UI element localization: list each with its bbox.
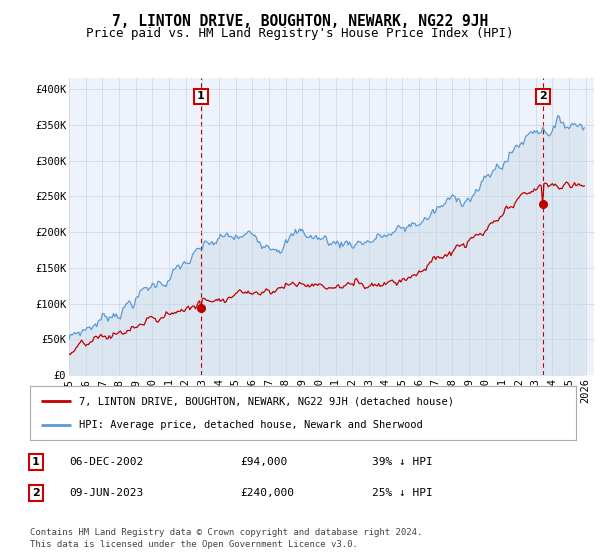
Text: 2: 2 — [539, 91, 547, 101]
Text: 25% ↓ HPI: 25% ↓ HPI — [372, 488, 433, 498]
Text: 7, LINTON DRIVE, BOUGHTON, NEWARK, NG22 9JH (detached house): 7, LINTON DRIVE, BOUGHTON, NEWARK, NG22 … — [79, 396, 454, 407]
Text: 09-JUN-2023: 09-JUN-2023 — [69, 488, 143, 498]
Text: HPI: Average price, detached house, Newark and Sherwood: HPI: Average price, detached house, Newa… — [79, 419, 423, 430]
Text: 1: 1 — [32, 457, 40, 467]
Text: Contains HM Land Registry data © Crown copyright and database right 2024.: Contains HM Land Registry data © Crown c… — [30, 528, 422, 536]
Text: This data is licensed under the Open Government Licence v3.0.: This data is licensed under the Open Gov… — [30, 540, 358, 549]
Text: £94,000: £94,000 — [240, 457, 287, 467]
Text: 1: 1 — [197, 91, 205, 101]
Text: 39% ↓ HPI: 39% ↓ HPI — [372, 457, 433, 467]
Text: 2: 2 — [32, 488, 40, 498]
Text: 7, LINTON DRIVE, BOUGHTON, NEWARK, NG22 9JH: 7, LINTON DRIVE, BOUGHTON, NEWARK, NG22 … — [112, 14, 488, 29]
Text: Price paid vs. HM Land Registry's House Price Index (HPI): Price paid vs. HM Land Registry's House … — [86, 27, 514, 40]
Text: £240,000: £240,000 — [240, 488, 294, 498]
Text: 06-DEC-2002: 06-DEC-2002 — [69, 457, 143, 467]
